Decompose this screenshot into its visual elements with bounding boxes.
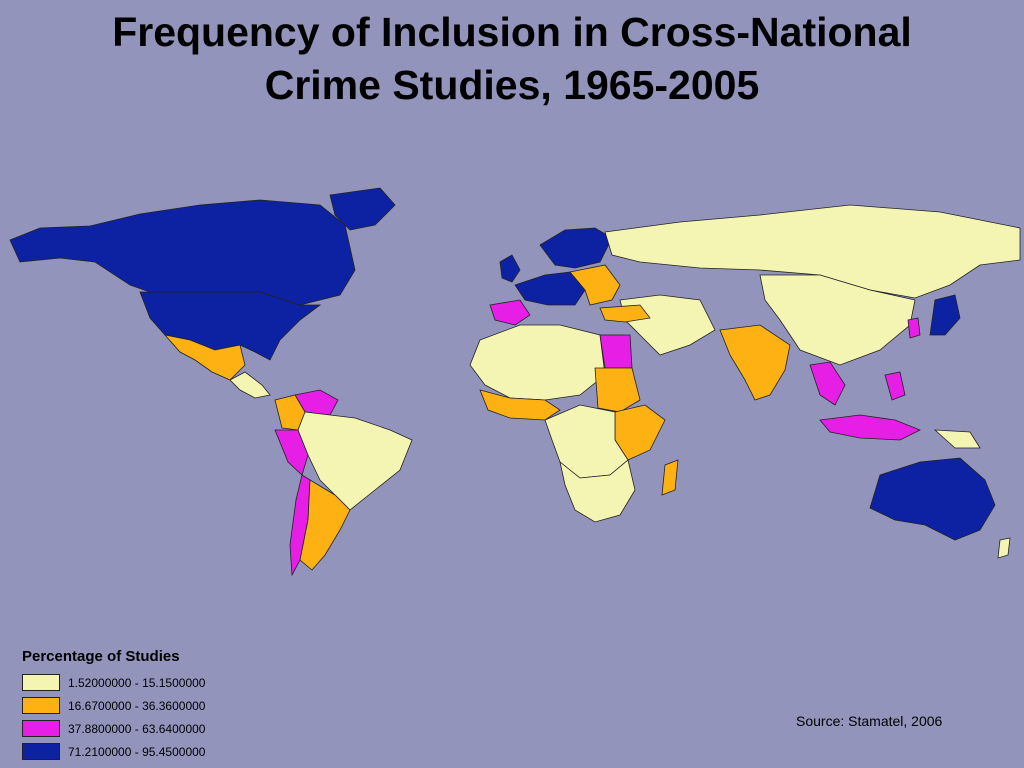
canada-region — [9, 199, 356, 306]
legend-item-3: 37.8800000 - 63.6400000 — [22, 717, 205, 740]
southern-africa-region — [559, 459, 636, 523]
new-zealand-region — [997, 537, 1011, 559]
legend-label-1: 1.52000000 - 15.1500000 — [68, 675, 206, 690]
legend-swatch-3 — [22, 720, 60, 737]
peru-region — [274, 429, 309, 476]
eastern-europe-region — [569, 264, 621, 306]
australia-region — [869, 457, 996, 541]
western-europe-region — [514, 271, 586, 306]
brazil-region — [297, 411, 413, 511]
middle-east-region — [619, 294, 716, 356]
north-africa-region — [469, 324, 606, 401]
egypt-region — [599, 334, 633, 369]
png-region — [933, 429, 981, 449]
southeast-asia-region — [809, 361, 846, 406]
legend-item-1: 1.52000000 - 15.1500000 — [22, 671, 205, 694]
russia-region — [604, 204, 1021, 299]
uk-region — [499, 254, 521, 283]
scandinavia-region — [539, 227, 613, 269]
legend: Percentage of Studies 1.52000000 - 15.15… — [22, 648, 205, 763]
korea-region — [907, 317, 921, 339]
central-america-region — [229, 371, 271, 399]
legend-item-2: 16.6700000 - 36.3600000 — [22, 694, 205, 717]
greenland-region — [329, 187, 396, 231]
sudan-region — [594, 367, 641, 413]
legend-label-2: 16.6700000 - 36.3600000 — [68, 698, 206, 713]
turkey-region — [599, 304, 651, 323]
map-title: Frequency of Inclusion in Cross-National… — [0, 6, 1024, 112]
west-africa-region — [479, 389, 561, 421]
legend-label-3: 37.8800000 - 63.6400000 — [68, 721, 206, 736]
madagascar-region — [661, 459, 679, 496]
source-note: Source: Stamatel, 2006 — [796, 713, 943, 729]
argentina-region — [299, 479, 351, 571]
india-region — [719, 324, 791, 401]
legend-swatch-4 — [22, 743, 60, 760]
legend-title: Percentage of Studies — [22, 648, 180, 665]
indonesia-region — [819, 414, 921, 441]
legend-swatch-1 — [22, 674, 60, 691]
mexico-region — [163, 334, 246, 381]
legend-label-4: 71.2100000 - 95.4500000 — [68, 744, 206, 759]
title-line-2: Crime Studies, 1965-2005 — [264, 62, 760, 108]
world-map — [9, 187, 1021, 577]
spain-region — [489, 299, 531, 326]
japan-region — [929, 294, 961, 336]
title-line-1: Frequency of Inclusion in Cross-National — [112, 9, 912, 55]
china-region — [759, 274, 916, 366]
philippines-region — [884, 371, 906, 401]
legend-item-4: 71.2100000 - 95.4500000 — [22, 740, 205, 763]
legend-swatch-2 — [22, 697, 60, 714]
